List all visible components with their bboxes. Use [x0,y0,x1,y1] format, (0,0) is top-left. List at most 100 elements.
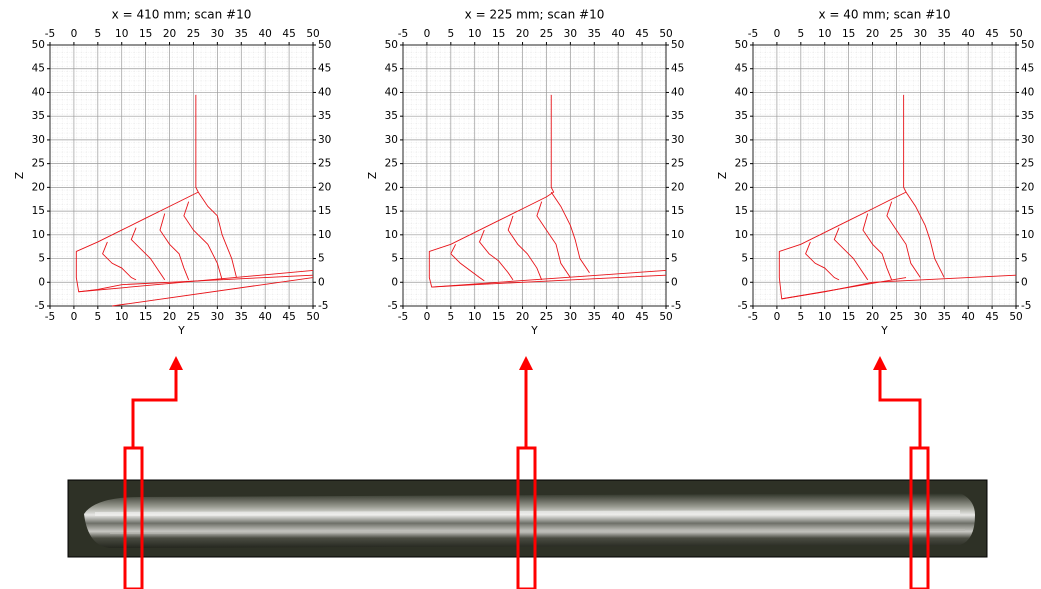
y-tick-label: 50 [1021,39,1034,51]
y-tick-label: 25 [671,158,684,170]
x-tick-label: 50 [659,28,672,40]
y-tick-label: 50 [32,39,45,51]
x-tick-label: 0 [71,28,78,40]
y-tick-label: 30 [1021,134,1034,146]
x-tick-label: 25 [187,28,200,40]
profile-line [428,94,667,288]
x-tick-label: 35 [588,311,601,323]
y-tick-label: 35 [1021,110,1034,122]
x-tick-label: 40 [961,28,974,40]
x-tick-label: 35 [938,28,951,40]
y-tick-label: 45 [318,63,331,75]
x-tick-label: 5 [94,28,101,40]
y-tick-label: 0 [1021,276,1028,288]
y-tick-label: 45 [1021,63,1034,75]
x-tick-label: 30 [211,28,224,40]
y-tick-label: 20 [1021,181,1034,193]
y-tick-label: 20 [318,181,331,193]
y-tick-label: 50 [671,39,684,51]
y-tick-label: 25 [1021,158,1034,170]
y-tick-label: 45 [385,63,398,75]
x-tick-label: 50 [1009,311,1022,323]
x-tick-label: 5 [447,28,454,40]
y-tick-label: 5 [38,253,45,265]
y-tick-label: 35 [735,110,748,122]
chart: -5-5005510101515202025253030353540404545… [717,8,1034,338]
x-tick-label: -5 [748,28,758,40]
x-tick-label: 10 [468,311,481,323]
y-tick-label: -5 [35,300,45,312]
x-tick-label: -5 [398,311,408,323]
x-tick-label: 50 [306,311,319,323]
profile-line [102,241,137,281]
x-tick-label: 5 [94,311,101,323]
y-tick-label: 0 [38,276,45,288]
x-tick-label: 0 [774,28,781,40]
x-tick-label: 10 [115,311,128,323]
x-tick-label: 35 [235,28,248,40]
y-tick-label: 25 [735,158,748,170]
x-tick-label: 20 [516,28,529,40]
x-tick-label: 35 [938,311,951,323]
y-tick-label: 45 [671,63,684,75]
x-tick-label: 25 [890,28,903,40]
y-tick-label: 10 [671,229,684,241]
y-tick-label: 50 [385,39,398,51]
x-tick-label: 45 [282,28,295,40]
x-tick-label: 20 [866,311,879,323]
y-tick-label: 35 [318,110,331,122]
y-tick-label: 5 [318,253,325,265]
x-tick-label: 45 [985,28,998,40]
x-tick-label: -5 [398,28,408,40]
x-tick-label: 25 [890,311,903,323]
y-tick-label: 40 [1021,86,1034,98]
profile-line [159,213,190,281]
x-tick-label: 10 [818,28,831,40]
profile-line [197,191,237,278]
x-tick-label: 30 [914,28,927,40]
x-tick-label: 40 [961,311,974,323]
x-tick-label: 45 [635,28,648,40]
x-axis-label: Y [880,325,888,337]
y-tick-label: 30 [671,134,684,146]
x-tick-label: 25 [540,311,553,323]
y-axis-label: Z [717,172,729,179]
profile-line [478,229,514,281]
y-tick-label: 35 [385,110,398,122]
profile-line [805,241,840,281]
y-tick-label: 15 [671,205,684,217]
x-tick-label: 0 [71,311,78,323]
y-tick-label: 20 [735,181,748,193]
chart-title: x = 40 mm; scan #10 [818,8,950,22]
x-tick-label: 50 [1009,28,1022,40]
y-tick-label: 50 [735,39,748,51]
y-tick-label: -5 [1021,300,1031,312]
y-tick-label: 30 [735,134,748,146]
minor-grid [50,45,313,306]
x-tick-label: 0 [424,28,431,40]
x-tick-label: 45 [635,311,648,323]
x-tick-label: 30 [564,28,577,40]
y-tick-label: 0 [391,276,398,288]
x-tick-label: 40 [258,311,271,323]
y-tick-label: -5 [671,300,681,312]
y-tick-label: 30 [32,134,45,146]
y-tick-label: 5 [671,253,678,265]
profile-line [550,191,590,274]
y-tick-label: 35 [32,110,45,122]
y-tick-label: 25 [32,158,45,170]
x-tick-label: 45 [282,311,295,323]
x-tick-label: 20 [866,28,879,40]
chart-title: x = 410 mm; scan #10 [112,8,252,22]
y-tick-label: -5 [318,300,328,312]
x-tick-label: 40 [611,311,624,323]
y-tick-label: 45 [735,63,748,75]
x-tick-label: 15 [842,28,855,40]
plot-frame [402,44,667,307]
x-tick-label: 15 [492,311,505,323]
y-tick-label: 35 [671,110,684,122]
y-tick-label: 10 [318,229,331,241]
minor-grid [403,45,666,306]
x-tick-label: 15 [139,311,152,323]
x-axis-label: Y [177,325,185,337]
